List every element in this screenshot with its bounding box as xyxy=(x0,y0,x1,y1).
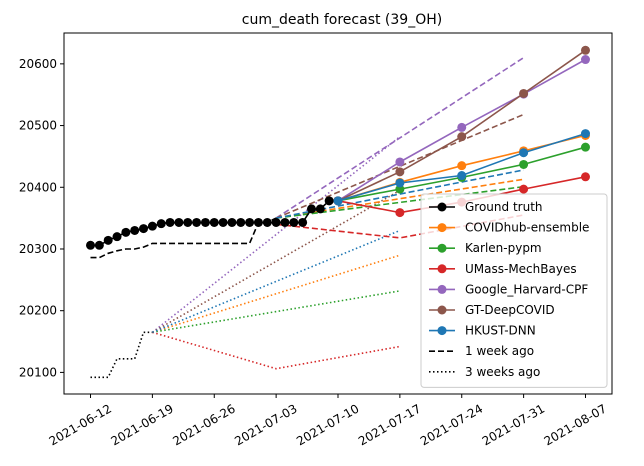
forecast-point-HKUST-DNN xyxy=(333,196,343,206)
forecast-3w-GT-DeepCOVID xyxy=(152,189,401,333)
legend-marker xyxy=(437,284,447,294)
ground-truth-point xyxy=(280,217,290,227)
ground-truth-point xyxy=(112,232,122,242)
forecast-point-UMass-MechBayes xyxy=(395,208,405,218)
ground-truth-point xyxy=(306,204,316,214)
forecast-point-HKUST-DNN xyxy=(395,178,405,188)
forecast-point-GT-DeepCOVID xyxy=(395,167,405,177)
forecast-3w-HKUST-DNN xyxy=(152,229,401,334)
x-tick-label: 2021-06-19 xyxy=(108,401,175,448)
one-week-ago-line xyxy=(90,217,277,259)
ground-truth-point xyxy=(86,240,96,250)
ground-truth-point xyxy=(209,217,219,227)
ground-truth-point xyxy=(253,217,263,227)
legend: Ground truth COVIDhub-ensemble Karlen-pypm… xyxy=(420,193,608,388)
x-tick-label: 2021-07-17 xyxy=(356,401,423,448)
x-tick-label: 2021-07-10 xyxy=(294,401,361,448)
x-tick-label: 2021-07-24 xyxy=(418,401,485,448)
y-tick-label: 20200 xyxy=(19,304,57,318)
ground-truth-point xyxy=(227,217,237,227)
legend-label: UMass-MechBayes xyxy=(465,262,577,276)
forecast-point-COVIDhub-ensemble xyxy=(457,161,467,171)
forecast-point-GT-DeepCOVID xyxy=(519,88,529,98)
forecast-point-GT-DeepCOVID xyxy=(457,132,467,142)
ground-truth-point xyxy=(324,196,334,206)
ground-truth-point xyxy=(236,217,246,227)
ground-truth-point xyxy=(218,217,228,227)
forecast-3w-Google_Harvard-CPF xyxy=(151,136,401,333)
x-tick-label: 2021-08-07 xyxy=(542,401,609,448)
forecast-point-Karlen-pypm xyxy=(519,159,529,169)
ground-truth-point xyxy=(245,217,255,227)
x-tick-label: 2021-07-31 xyxy=(480,401,547,448)
plot-area xyxy=(86,45,590,379)
forecast-point-Google_Harvard-CPF xyxy=(580,55,590,65)
ground-truth-point xyxy=(298,217,308,227)
y-tick-label: 20300 xyxy=(19,242,57,256)
ground-truth-point xyxy=(183,217,193,227)
forecast-point-Karlen-pypm xyxy=(395,184,405,194)
legend-label: Karlen-pypm xyxy=(465,241,542,255)
legend-label: HKUST-DNN xyxy=(465,324,536,338)
x-tick-label: 2021-07-03 xyxy=(232,401,299,448)
ground-truth-point xyxy=(200,217,210,227)
y-tick-label: 20100 xyxy=(19,365,57,379)
ground-truth-point xyxy=(262,217,272,227)
forecast-point-Google_Harvard-CPF xyxy=(457,122,467,132)
forecast-point-Karlen-pypm xyxy=(580,142,590,152)
forecast-point-HKUST-DNN xyxy=(519,148,529,158)
x-tick-label: 2021-06-12 xyxy=(47,401,114,448)
forecast-3w-Karlen-pypm xyxy=(152,290,401,334)
forecast-point-Google_Harvard-CPF xyxy=(395,157,405,167)
x-tick-label: 2021-06-26 xyxy=(170,401,237,448)
forecast-point-UMass-MechBayes xyxy=(519,184,529,194)
legend-label: Ground truth xyxy=(465,200,543,214)
ground-truth-point xyxy=(130,225,140,235)
ground-truth-point xyxy=(147,221,157,231)
forecast-1w-Karlen-pypm xyxy=(275,185,524,219)
ground-truth-point xyxy=(139,224,149,234)
legend-marker xyxy=(437,243,447,253)
ground-truth-point xyxy=(192,217,202,227)
legend-marker xyxy=(437,202,447,212)
forecast-1w-Google_Harvard-CPF xyxy=(275,57,525,219)
forecast-3w-UMass-MechBayes xyxy=(152,331,401,370)
forecast-point-GT-DeepCOVID xyxy=(580,45,590,55)
ground-truth-point xyxy=(156,219,166,229)
forecast-1w-HKUST-DNN xyxy=(275,169,524,219)
forecast-3w-COVIDhub-ensemble xyxy=(152,254,401,334)
legend-marker xyxy=(437,223,447,233)
ground-truth-point xyxy=(165,217,175,227)
y-tick-label: 20600 xyxy=(19,57,57,71)
legend-label: 3 weeks ago xyxy=(465,365,540,379)
y-tick-label: 20500 xyxy=(19,119,57,133)
legend-label: Google_Harvard-CPF xyxy=(465,282,588,296)
legend-label: COVIDhub-ensemble xyxy=(465,221,589,235)
ground-truth-point xyxy=(271,217,281,227)
legend-marker xyxy=(437,305,447,315)
ground-truth-point xyxy=(121,227,131,237)
chart-title: cum_death forecast (39_OH) xyxy=(242,12,442,28)
ground-truth-point xyxy=(174,217,184,227)
legend-marker xyxy=(437,326,447,336)
ground-truth-point xyxy=(289,217,299,227)
legend-marker xyxy=(437,264,447,274)
three-weeks-ago-line xyxy=(90,331,153,379)
forecast-point-HKUST-DNN xyxy=(457,171,467,181)
y-tick-label: 20400 xyxy=(19,180,57,194)
ground-truth-point xyxy=(103,235,113,245)
legend-label: GT-DeepCOVID xyxy=(465,303,555,317)
legend-label: 1 week ago xyxy=(465,344,534,358)
forecast-point-HKUST-DNN xyxy=(580,129,590,139)
legend-box xyxy=(420,193,608,388)
ground-truth-point xyxy=(94,240,104,250)
forecast-point-UMass-MechBayes xyxy=(580,172,590,182)
ground-truth-point xyxy=(315,204,325,214)
